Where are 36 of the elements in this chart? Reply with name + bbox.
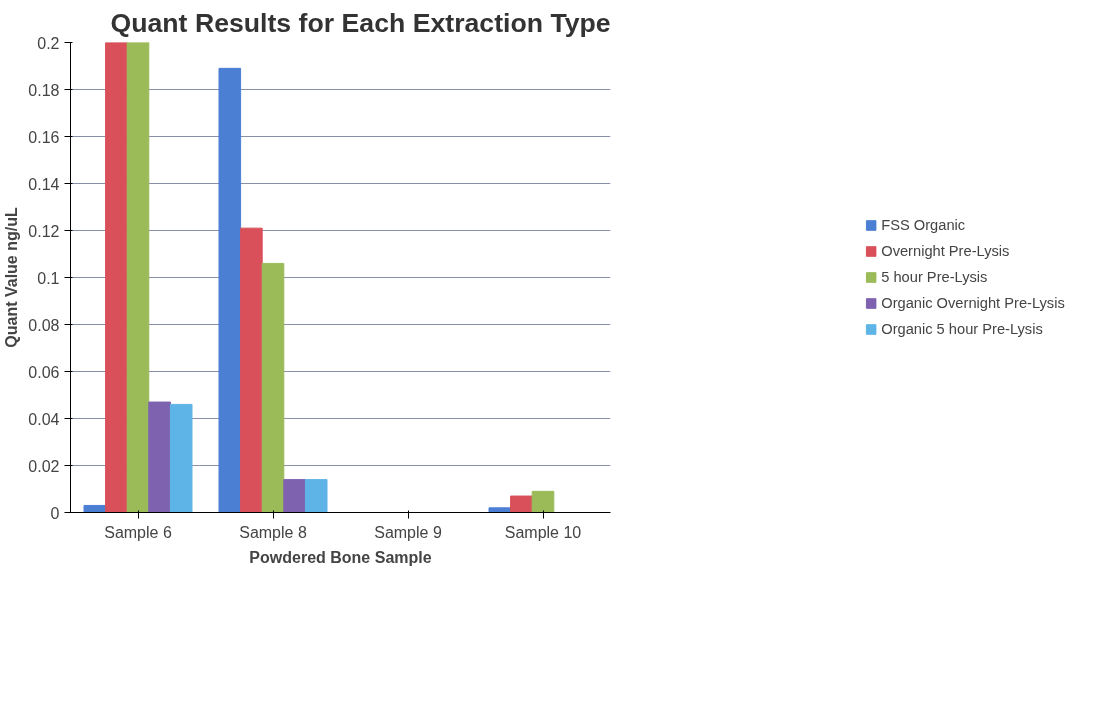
legend-label: FSS Organic xyxy=(881,217,966,233)
y-tick-label: 0 xyxy=(50,504,60,522)
y-tick-label: 0.06 xyxy=(28,363,60,381)
y-axis-title: Quant Value ng/uL xyxy=(3,207,21,348)
legend-label: Organic Overnight Pre-Lysis xyxy=(881,295,1065,311)
chart-title: Quant Results for Each Extraction Type xyxy=(110,7,611,38)
bar xyxy=(218,67,242,513)
y-tick-label: 0.08 xyxy=(28,316,60,334)
bar xyxy=(304,479,328,513)
x-tick-label: Sample 10 xyxy=(504,523,582,541)
bar xyxy=(283,479,306,513)
bar xyxy=(105,42,128,513)
bar xyxy=(261,262,285,513)
x-tick-label: Sample 6 xyxy=(104,523,172,541)
y-tick-label: 0.18 xyxy=(28,81,60,99)
bar xyxy=(148,401,171,513)
y-tick-label: 0.02 xyxy=(28,457,60,475)
y-tick-label: 0.14 xyxy=(28,175,60,193)
bar xyxy=(488,507,512,513)
x-tick-label: Sample 8 xyxy=(239,523,307,541)
y-tick-label: 0.04 xyxy=(28,410,60,428)
y-tick-label: 0.1 xyxy=(37,269,60,287)
legend-label: 5 hour Pre-Lysis xyxy=(881,269,988,285)
y-tick-label: 0.16 xyxy=(28,128,60,146)
y-tick-label: 0.2 xyxy=(37,34,60,52)
bar xyxy=(126,42,150,513)
bar xyxy=(531,490,555,513)
x-tick-label: Sample 9 xyxy=(374,523,442,541)
bar xyxy=(510,495,533,513)
legend-label: Organic 5 hour Pre-Lysis xyxy=(881,321,1043,337)
x-axis-title: Powdered Bone Sample xyxy=(249,548,432,566)
bar xyxy=(83,504,107,513)
bar xyxy=(240,227,263,513)
y-tick-label: 0.12 xyxy=(28,222,60,240)
legend-label: Overnight Pre-Lysis xyxy=(881,243,1010,259)
bar xyxy=(169,403,193,513)
